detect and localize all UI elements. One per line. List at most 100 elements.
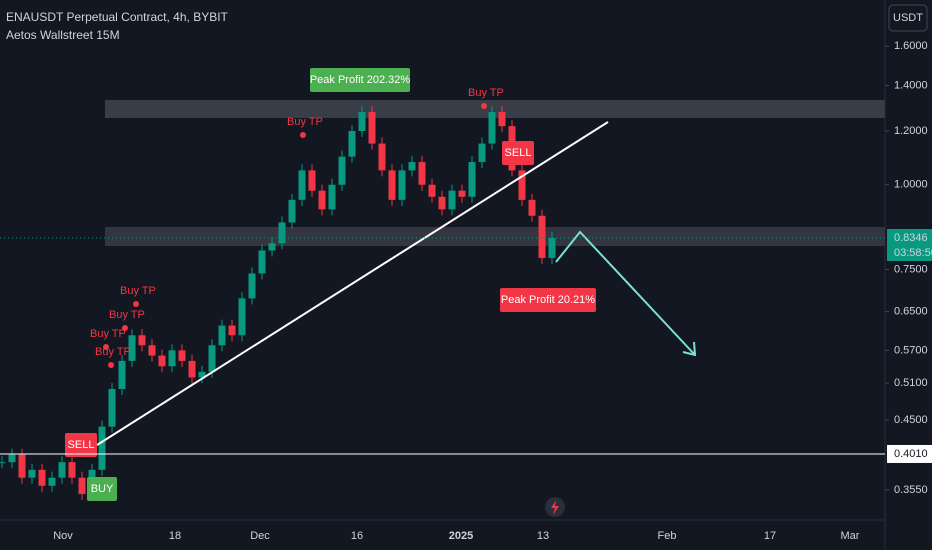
candle	[248, 273, 256, 299]
last-price-box	[887, 229, 932, 262]
signal-label: BUY	[91, 483, 114, 495]
buy-tp-dot	[108, 362, 114, 368]
signal-label: Peak Profit 202.32%	[310, 74, 411, 86]
projection-arrow	[555, 230, 696, 356]
candle	[448, 190, 456, 210]
candle	[138, 335, 146, 346]
y-tick-label: 1.4000	[894, 80, 928, 92]
candle	[68, 462, 76, 478]
signal-box	[500, 288, 596, 312]
y-tick-label: 1.0000	[894, 179, 928, 191]
candle	[348, 131, 356, 157]
candle	[258, 250, 266, 274]
candle	[268, 243, 276, 251]
x-tick-label: Mar	[841, 530, 860, 542]
candle	[488, 112, 496, 144]
candle	[468, 162, 476, 197]
candle	[0, 462, 6, 464]
projection-arrowhead	[682, 341, 697, 357]
y-tick-label: 0.6500	[894, 306, 928, 318]
y-tick-label: 0.7500	[894, 263, 928, 275]
x-tick-label: Nov	[53, 530, 73, 542]
candle	[498, 112, 506, 127]
buy-tp-dot	[103, 344, 109, 350]
candle	[58, 462, 66, 478]
x-tick-label: 18	[169, 530, 181, 542]
candle	[308, 170, 316, 191]
resistance-zone	[105, 100, 885, 118]
candle	[408, 162, 416, 171]
candle	[378, 143, 386, 171]
annotations: Peak Profit 202.32% Peak Profit 20.21% SEL…	[65, 68, 596, 501]
candle	[388, 170, 396, 200]
candle	[98, 426, 106, 470]
signal-box	[502, 141, 534, 165]
x-tick-label: 13	[537, 530, 549, 542]
currency-button[interactable]	[888, 4, 928, 32]
candle	[458, 190, 466, 197]
trend-line	[96, 121, 609, 446]
candle	[278, 222, 286, 244]
candle	[128, 335, 136, 361]
candle	[548, 238, 556, 258]
candles	[0, 106, 556, 501]
support-zone	[105, 227, 885, 246]
signal-box	[65, 433, 97, 457]
candle	[328, 184, 336, 210]
buy-tp-label: Buy TP	[120, 285, 156, 297]
candle	[8, 454, 16, 463]
candle	[368, 112, 376, 144]
buy-tp-dot	[122, 325, 128, 331]
candle	[478, 143, 486, 163]
signal-label: SELL	[505, 147, 532, 159]
buy-tp-label: Buy TP	[109, 309, 145, 321]
candle	[38, 469, 46, 486]
candle	[208, 345, 216, 372]
y-tick-label: 0.5700	[894, 344, 928, 356]
candle	[108, 388, 116, 427]
y-tick-label: 0.3550	[894, 484, 928, 496]
candle	[418, 162, 426, 185]
indicator-name: Aetos Wallstreet 15M	[6, 28, 120, 42]
candle	[178, 350, 186, 361]
y-tick-label: 0.5100	[894, 377, 928, 389]
x-tick-label: 2025	[449, 530, 473, 542]
buy-tp-label: Buy TP	[468, 87, 504, 99]
candle	[358, 112, 366, 132]
candle	[528, 199, 536, 216]
buy-tp-dot	[300, 132, 306, 138]
candle	[518, 170, 526, 200]
candle	[228, 325, 236, 336]
lightning-glyph	[551, 500, 559, 515]
chart-title: ENAUSDT Perpetual Contract, 4h, BYBIT	[6, 10, 229, 24]
buy-tp-dot	[481, 103, 487, 109]
candle	[78, 477, 86, 495]
candle	[318, 190, 326, 210]
candle	[338, 156, 346, 185]
candle	[218, 325, 226, 346]
candle	[148, 345, 156, 356]
candle	[298, 170, 306, 200]
x-tick-label: Feb	[658, 530, 677, 542]
buy-tp-label: Buy TP	[90, 328, 126, 340]
candle	[48, 477, 56, 486]
buy-tp-dot	[133, 301, 139, 307]
candle	[188, 360, 196, 378]
signal-box	[310, 68, 410, 92]
x-tick-label: Dec	[250, 530, 270, 542]
candle	[158, 355, 166, 367]
candle	[28, 469, 36, 478]
countdown: 03:58:50	[894, 247, 932, 259]
candle	[18, 454, 26, 478]
candle	[428, 184, 436, 197]
level-label-box	[887, 444, 932, 463]
last-price-label: 0.8346	[894, 232, 928, 244]
currency-label[interactable]: USDT	[893, 12, 923, 24]
buy-tp-label: Buy TP	[95, 346, 131, 358]
candle	[198, 371, 206, 378]
y-tick-label: 1.2000	[894, 125, 928, 137]
level-label: 0.4010	[894, 448, 928, 460]
y-tick-label: 0.4500	[894, 414, 928, 426]
candle	[238, 298, 246, 336]
